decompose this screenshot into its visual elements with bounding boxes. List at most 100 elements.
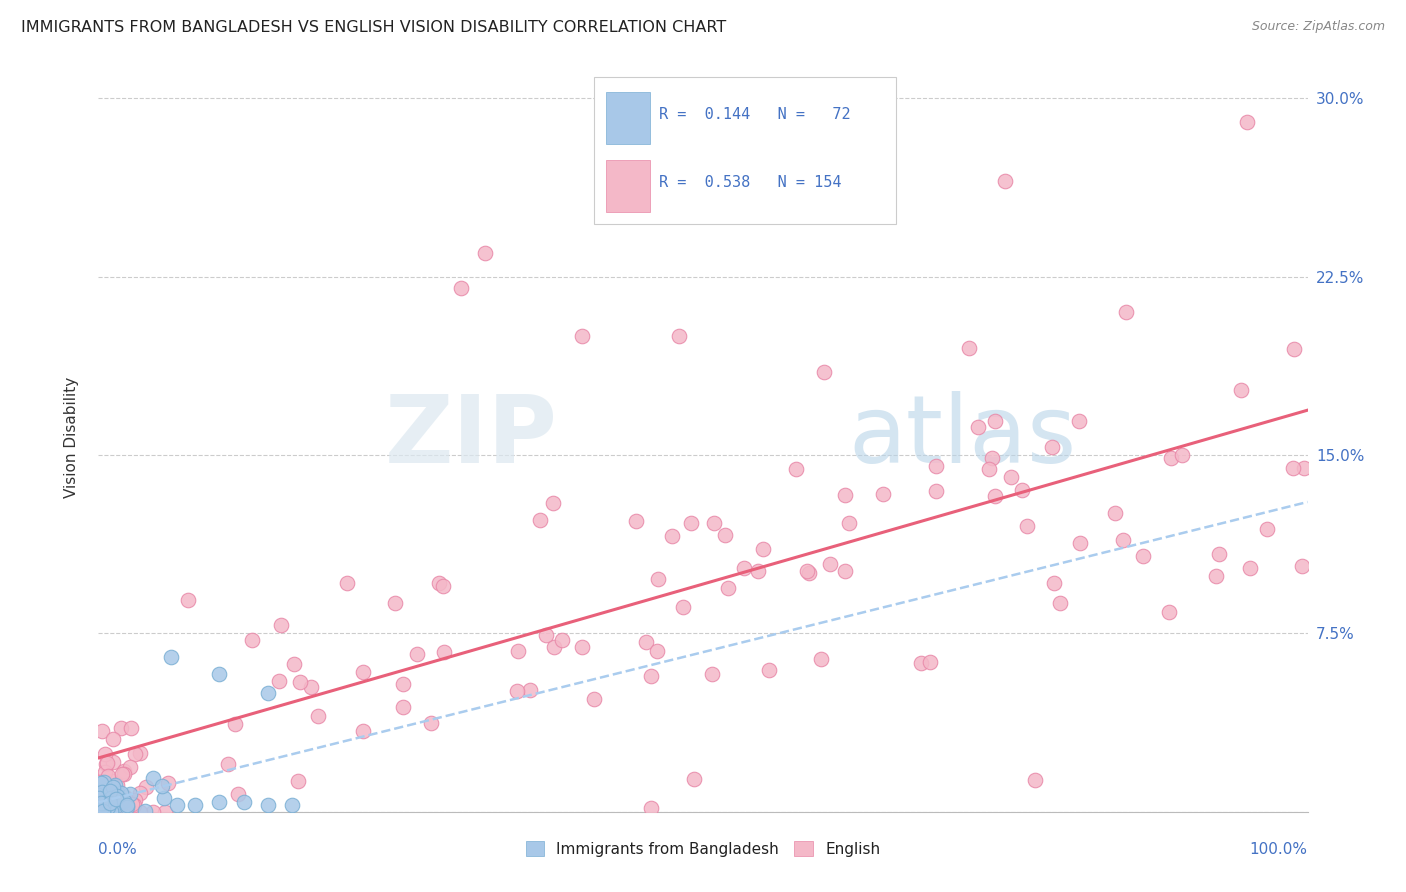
Point: [91, 781, 114, 796]
Point: [208, 666, 231, 681]
Point: [89, 794, 111, 808]
Point: [450, 281, 472, 295]
Point: [90, 793, 112, 807]
Point: [679, 516, 702, 530]
Point: [91, 801, 114, 815]
Point: [98, 784, 121, 798]
Point: [981, 450, 1004, 465]
Point: [672, 600, 695, 615]
Point: [384, 596, 406, 610]
Point: [90, 795, 112, 809]
Point: [626, 514, 648, 528]
Point: [124, 793, 146, 807]
Point: [979, 462, 1001, 476]
Point: [1112, 533, 1135, 548]
Point: [1042, 575, 1064, 590]
Point: [101, 756, 124, 770]
Point: [117, 797, 139, 812]
Point: [474, 245, 496, 260]
Point: [432, 645, 454, 659]
Point: [647, 573, 669, 587]
Point: [108, 805, 131, 819]
Point: [121, 797, 143, 811]
Point: [1024, 772, 1046, 787]
Point: [114, 764, 136, 778]
Point: [184, 797, 207, 812]
Point: [91, 800, 114, 814]
Point: [506, 643, 529, 657]
Point: [640, 801, 662, 815]
Point: [100, 803, 122, 817]
Point: [87, 796, 110, 810]
Point: [120, 760, 142, 774]
Text: atlas: atlas: [848, 391, 1077, 483]
Point: [1236, 115, 1258, 129]
Point: [957, 341, 980, 355]
Point: [93, 803, 115, 817]
Point: [1000, 470, 1022, 484]
Point: [994, 174, 1017, 188]
Point: [120, 721, 142, 735]
Point: [1208, 547, 1230, 561]
Point: [661, 528, 683, 542]
Point: [283, 657, 305, 672]
Point: [94, 757, 117, 772]
Text: R =  0.538   N = 154: R = 0.538 N = 154: [659, 175, 842, 190]
Point: [91, 805, 114, 819]
Point: [267, 673, 290, 688]
Point: [129, 746, 152, 760]
Point: [90, 776, 112, 790]
Point: [89, 799, 111, 814]
Point: [752, 198, 775, 212]
Point: [733, 561, 755, 575]
Point: [1281, 460, 1303, 475]
Point: [107, 791, 129, 805]
Point: [290, 674, 312, 689]
Point: [129, 805, 152, 819]
Point: [93, 801, 115, 815]
Point: [90, 785, 112, 799]
Y-axis label: Vision Disability: Vision Disability: [65, 376, 79, 498]
Point: [135, 780, 157, 795]
Point: [153, 790, 176, 805]
Point: [129, 787, 152, 801]
Point: [240, 633, 263, 648]
Point: [97, 796, 120, 810]
Point: [100, 790, 122, 805]
Point: [90, 786, 112, 800]
Point: [983, 414, 1005, 428]
Point: [96, 800, 118, 814]
Point: [103, 731, 125, 746]
Point: [752, 542, 775, 557]
Point: [217, 756, 239, 771]
Point: [110, 794, 132, 808]
Point: [813, 365, 835, 379]
Point: [122, 797, 145, 812]
Point: [208, 795, 231, 809]
Point: [519, 682, 541, 697]
Point: [97, 769, 120, 783]
Point: [1069, 413, 1091, 427]
Point: [640, 669, 662, 683]
Point: [924, 484, 946, 499]
Point: [256, 686, 278, 700]
Point: [110, 786, 132, 800]
Point: [1160, 451, 1182, 466]
Point: [872, 487, 894, 501]
Point: [142, 805, 165, 819]
Legend: Immigrants from Bangladesh, English: Immigrants from Bangladesh, English: [526, 840, 880, 856]
Point: [87, 796, 110, 810]
Point: [94, 764, 117, 779]
Point: [1069, 536, 1091, 550]
Point: [93, 796, 115, 810]
Point: [142, 771, 165, 785]
Point: [918, 655, 941, 669]
Point: [571, 640, 593, 654]
Point: [256, 797, 278, 812]
Point: [683, 772, 706, 787]
Point: [105, 802, 128, 816]
Point: [287, 774, 309, 789]
Point: [1157, 605, 1180, 619]
Point: [101, 789, 124, 803]
Point: [834, 564, 856, 578]
